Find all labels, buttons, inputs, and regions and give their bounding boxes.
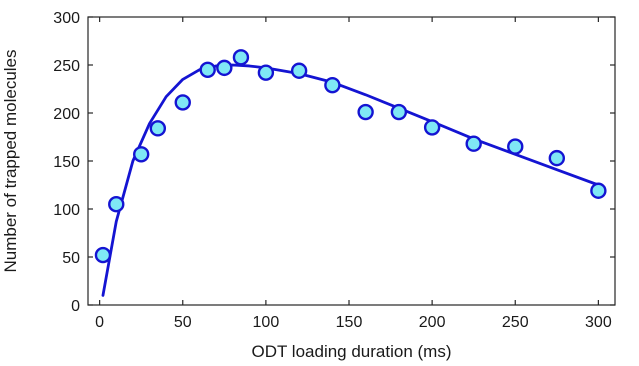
data-point — [357, 103, 374, 121]
data-point — [465, 135, 482, 152]
x-tick-label: 200 — [419, 314, 446, 331]
x-tick-label: 250 — [502, 314, 529, 331]
axis-ticks: 0 50 100 150 200 250 300 0 50 100 150 200 250 300 — [53, 10, 615, 331]
y-tick-label: 300 — [53, 10, 80, 27]
y-tick-label: 100 — [53, 202, 80, 219]
data-point — [216, 59, 233, 77]
data-point — [324, 76, 341, 94]
data-point — [590, 182, 607, 199]
data-point — [232, 49, 250, 66]
data-point — [507, 138, 524, 155]
x-axis-label: ODT loading duration (ms) — [252, 342, 452, 361]
x-tick-label: 50 — [174, 314, 192, 331]
data-point — [290, 62, 308, 79]
data-point — [199, 61, 216, 79]
data-point — [390, 103, 408, 121]
x-tick-label: 100 — [253, 314, 280, 331]
data-point — [132, 146, 150, 163]
data-point — [423, 119, 441, 136]
y-tick-label: 250 — [53, 58, 80, 75]
data-point — [108, 195, 125, 213]
data-point — [94, 246, 112, 264]
data-point — [174, 94, 191, 111]
y-tick-label: 200 — [53, 106, 80, 123]
y-axis-label: Number of trapped molecules — [1, 49, 20, 272]
chart-marks — [94, 49, 607, 297]
x-tick-label: 300 — [585, 314, 612, 331]
plot-area — [87, 16, 616, 306]
y-tick-label: 0 — [71, 298, 80, 315]
data-point — [257, 64, 275, 81]
data-point — [149, 120, 167, 137]
data-point — [548, 149, 566, 167]
x-tick-label: 150 — [336, 314, 363, 331]
y-tick-label: 150 — [53, 154, 80, 171]
fit-curve — [101, 63, 600, 297]
x-tick-label: 0 — [95, 314, 104, 331]
y-tick-label: 50 — [62, 250, 80, 267]
